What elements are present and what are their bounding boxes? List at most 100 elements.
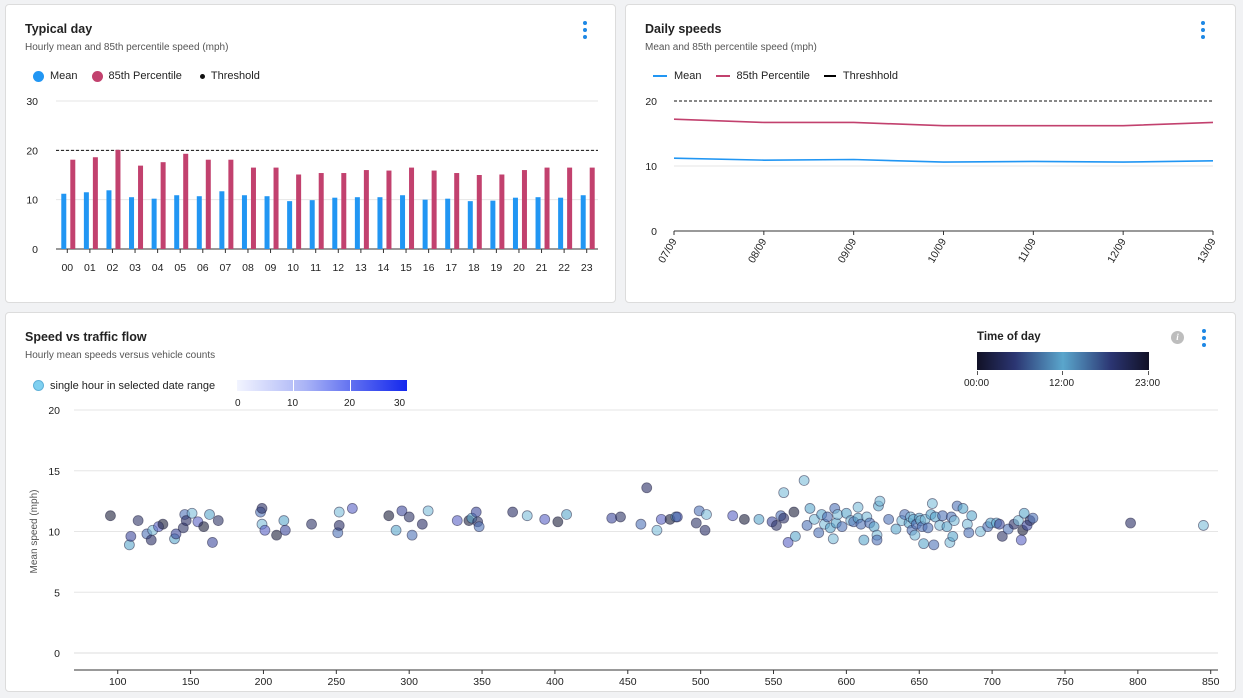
legend-item-p85[interactable]: 85th Percentile <box>715 70 810 82</box>
x-tick-label: 11/09 <box>1016 236 1039 264</box>
x-tick-label: 08/09 <box>746 236 770 265</box>
x-tick-label: 23 <box>581 262 593 274</box>
bar-p85 <box>228 159 234 249</box>
data-point <box>346 503 358 514</box>
data-point <box>105 510 116 522</box>
x-tick-label: 21 <box>536 262 548 274</box>
time-of-day-title: Time of day <box>977 331 1041 343</box>
data-point <box>1125 517 1136 529</box>
bar-p85 <box>250 167 256 249</box>
data-point <box>651 524 663 536</box>
x-tick-label: 500 <box>692 676 710 688</box>
series-line-p85 <box>673 118 1214 127</box>
data-point <box>539 513 551 525</box>
chart-legend: Mean 85th Percentile Threshhold <box>653 70 912 82</box>
more-options-icon[interactable] <box>1200 329 1208 347</box>
data-point <box>204 509 215 520</box>
legend-label: Mean <box>50 70 78 82</box>
data-point <box>635 518 647 530</box>
more-options-icon[interactable] <box>1199 21 1207 39</box>
x-tick-label: 07/09 <box>656 236 680 265</box>
x-tick-label: 350 <box>473 676 491 688</box>
legend-label: 85th Percentile <box>108 70 182 82</box>
x-tick-label: 04 <box>152 262 164 274</box>
scale-tick <box>1148 371 1149 375</box>
data-point <box>1018 507 1030 519</box>
data-point <box>279 524 291 536</box>
data-point <box>996 530 1008 542</box>
scale-tick <box>977 371 978 375</box>
y-tick-label: 10 <box>48 527 60 539</box>
typical-day-chart: 0 10 20 30 00 01 02 03 04 05 06 07 08 09 10 11 12 13 14 15 1… <box>26 96 598 274</box>
bar-mean <box>264 196 270 249</box>
card-subtitle: Hourly mean speeds versus vehicle counts <box>25 350 216 361</box>
data-point <box>271 529 282 541</box>
data-point <box>871 534 883 546</box>
bar-p85 <box>318 173 324 249</box>
data-point <box>918 538 930 550</box>
info-icon[interactable]: i <box>1171 331 1184 344</box>
bar-mean <box>445 198 451 249</box>
x-tick-label: 00 <box>61 262 73 274</box>
x-tick-label: 16 <box>423 262 435 274</box>
legend-item-mean[interactable]: Mean <box>33 70 78 82</box>
data-point <box>890 523 902 535</box>
legend-item-threshold[interactable]: Threshold <box>196 70 260 82</box>
data-point <box>561 509 572 520</box>
data-point <box>727 510 739 522</box>
data-point <box>922 522 934 534</box>
card-title: Typical day <box>25 22 93 36</box>
count-scale-label: 20 <box>344 398 356 409</box>
x-tick-label: 650 <box>910 676 928 688</box>
data-point <box>822 511 833 523</box>
legend-dot-p85 <box>91 70 103 82</box>
card-title: Speed vs traffic flow <box>25 330 147 344</box>
point-legend-label: single hour in selected date range <box>50 380 216 392</box>
bar-mean <box>129 197 135 249</box>
data-point <box>699 524 711 536</box>
data-point <box>883 513 895 525</box>
legend-item-p85[interactable]: 85th Percentile <box>91 70 182 82</box>
bar-mean <box>219 191 225 249</box>
data-point <box>858 534 870 546</box>
scale-tick <box>1062 371 1063 375</box>
series-line-mean <box>673 157 1214 163</box>
x-tick-label: 10 <box>287 262 299 274</box>
more-options-icon[interactable] <box>581 21 589 39</box>
data-point <box>306 518 317 530</box>
count-scale-label: 0 <box>235 398 241 409</box>
data-point <box>941 521 953 533</box>
bar-p85 <box>499 174 505 249</box>
data-point <box>451 515 463 526</box>
typical-day-card: Typical day Hourly mean and 85th percent… <box>5 4 616 303</box>
x-tick-label: 800 <box>1129 676 1147 688</box>
data-point <box>926 498 938 509</box>
legend-label: 85th Percentile <box>736 70 810 82</box>
data-point <box>1198 520 1209 531</box>
x-tick-label: 07 <box>220 262 232 274</box>
card-subtitle: Hourly mean and 85th percentile speed (m… <box>25 42 229 53</box>
data-point <box>333 520 345 531</box>
bar-mean <box>400 195 406 249</box>
bar-mean <box>558 197 564 249</box>
bar-mean <box>580 195 586 249</box>
legend-label: Threshold <box>210 70 260 82</box>
data-point <box>827 533 839 545</box>
data-point <box>259 524 271 536</box>
data-point <box>778 487 790 499</box>
data-point <box>948 515 960 526</box>
data-point <box>406 529 418 541</box>
data-point <box>207 537 218 548</box>
data-point <box>963 527 975 539</box>
bar-p85 <box>521 170 527 249</box>
legend-item-threshold[interactable]: Threshhold <box>823 70 898 82</box>
x-tick-label: 05 <box>174 262 186 274</box>
x-tick-label: 300 <box>400 676 418 688</box>
data-point <box>125 530 137 542</box>
x-tick-label: 400 <box>546 676 564 688</box>
legend-item-mean[interactable]: Mean <box>653 70 702 82</box>
data-point <box>813 527 825 539</box>
data-point <box>909 529 921 541</box>
bar-mean <box>490 200 496 249</box>
bar-p85 <box>138 165 144 249</box>
